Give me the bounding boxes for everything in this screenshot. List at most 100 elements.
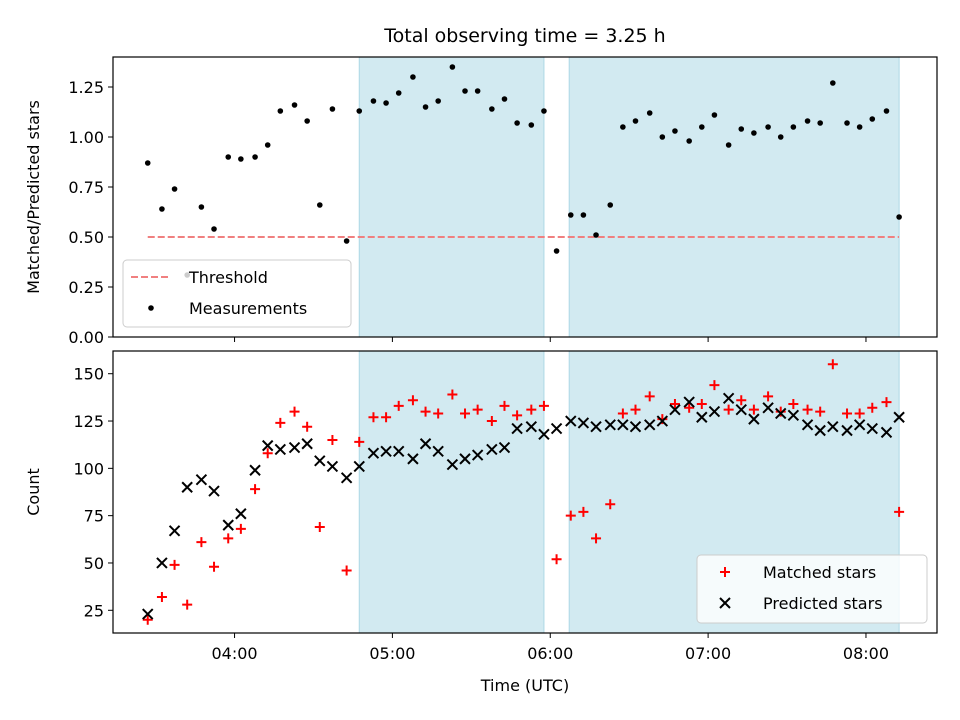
- data-point: [696, 411, 708, 423]
- data-point: [195, 473, 208, 486]
- axes-frame: [112, 56, 938, 338]
- x-tick-label: 04:00: [211, 644, 257, 663]
- data-point: [383, 100, 389, 106]
- data-point: [225, 154, 232, 160]
- data-point: [788, 398, 799, 409]
- data-point: [817, 120, 823, 126]
- data-point: [580, 212, 587, 218]
- data-point: [211, 226, 217, 232]
- data-point: [486, 416, 497, 427]
- data-point: [643, 419, 656, 431]
- data-point: [275, 417, 286, 428]
- data-point: [777, 134, 784, 140]
- data-point: [144, 160, 151, 166]
- data-point: [765, 124, 771, 130]
- data-point: [672, 128, 678, 134]
- data-point: [827, 420, 839, 433]
- data-point: [711, 112, 718, 118]
- y-tick-label: 1.25: [68, 78, 104, 97]
- data-point: [620, 124, 626, 130]
- x-axis-label: Time (UTC): [480, 676, 569, 695]
- legend-label: Measurements: [189, 299, 307, 318]
- data-point: [474, 88, 481, 94]
- data-point: [686, 138, 692, 144]
- legend-label: Threshold: [188, 268, 268, 287]
- observing-window-1: [358, 56, 545, 338]
- data-point: [683, 396, 695, 408]
- data-point: [725, 142, 732, 148]
- data-point: [709, 380, 720, 391]
- y-tick-label: 0.00: [68, 328, 104, 347]
- data-point: [853, 419, 866, 431]
- data-point: [656, 415, 669, 427]
- data-point: [356, 108, 363, 114]
- data-point: [249, 464, 261, 476]
- data-point: [553, 248, 560, 254]
- data-point: [669, 403, 681, 416]
- data-point: [435, 98, 441, 104]
- legend-x-marker: [719, 597, 731, 609]
- data-point: [565, 415, 577, 427]
- data-point: [264, 142, 271, 148]
- data-point: [856, 124, 863, 130]
- data-point: [446, 458, 459, 471]
- data-point: [804, 118, 811, 124]
- data-point: [735, 403, 747, 416]
- data-point: [593, 232, 599, 238]
- data-point: [489, 106, 495, 112]
- data-point: [525, 420, 538, 433]
- data-point: [277, 108, 284, 114]
- data-point: [775, 407, 787, 420]
- data-point: [407, 395, 418, 406]
- data-point: [462, 88, 468, 94]
- data-point: [159, 206, 165, 212]
- data-point: [617, 408, 628, 419]
- data-point: [526, 404, 537, 415]
- data-point: [198, 204, 205, 210]
- data-point: [541, 108, 547, 114]
- legend-plus-marker: [720, 567, 730, 577]
- data-point: [590, 420, 602, 433]
- data-point: [289, 406, 300, 417]
- data-point: [291, 102, 298, 108]
- data-point: [222, 519, 234, 531]
- data-point: [142, 608, 154, 620]
- data-point: [567, 212, 574, 218]
- data-point: [842, 408, 853, 419]
- series-predicted-stars: [142, 392, 905, 620]
- y-axis-label: Count: [24, 468, 43, 516]
- data-point: [169, 559, 180, 570]
- data-point: [380, 445, 392, 458]
- data-point: [353, 460, 365, 473]
- data-point: [181, 481, 193, 493]
- data-point: [168, 525, 181, 537]
- data-point: [182, 599, 193, 610]
- legend: Matched stars Predicted stars: [696, 554, 928, 624]
- data-point: [501, 96, 508, 102]
- data-point: [262, 448, 273, 459]
- data-point: [449, 64, 456, 70]
- data-point: [723, 404, 734, 415]
- data-point: [538, 400, 549, 411]
- y-tick-label: 150: [73, 365, 104, 384]
- series-matched-stars: [142, 359, 905, 625]
- data-point: [329, 106, 336, 112]
- data-point: [738, 126, 745, 132]
- data-point: [316, 202, 323, 208]
- data-point: [252, 154, 258, 160]
- data-point: [659, 134, 666, 140]
- data-point: [657, 414, 668, 425]
- data-point: [801, 419, 814, 431]
- data-point: [142, 614, 153, 625]
- data-point: [815, 406, 826, 417]
- legend-label: Matched stars: [763, 563, 876, 582]
- data-point: [565, 510, 576, 521]
- data-point: [854, 408, 865, 419]
- data-point: [630, 404, 641, 415]
- chart-title: Total observing time = 3.25 h: [383, 25, 665, 47]
- data-point: [646, 110, 653, 116]
- data-point: [775, 406, 786, 417]
- data-point: [171, 186, 178, 192]
- bottom-panel-counts: 25 50 75 100 125 150 04:00 05:00 06:00 07:00 08:00…: [24, 350, 938, 663]
